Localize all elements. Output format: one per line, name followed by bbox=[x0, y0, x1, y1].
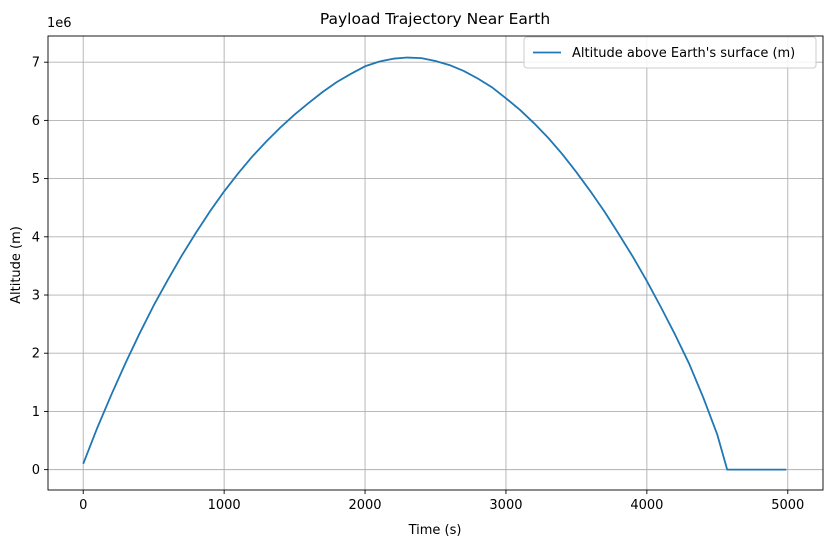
line-layer bbox=[82, 56, 787, 471]
chart-title: Payload Trajectory Near Earth bbox=[320, 10, 550, 28]
y-tick-label: 1 bbox=[32, 405, 40, 420]
x-tick-label: 2000 bbox=[348, 498, 381, 513]
altitude-series-line bbox=[82, 56, 787, 471]
y-axis-offset-label: 1e6 bbox=[47, 16, 72, 31]
plot-frame bbox=[47, 35, 824, 491]
y-axis-title: Altitude (m) bbox=[9, 226, 24, 304]
y-tick-label: 6 bbox=[32, 114, 40, 129]
tick-layer: 0 1000 2000 3000 4000 5000 0 1 2 3 4 5 6 7 bbox=[32, 56, 805, 513]
x-tick-label: 1000 bbox=[208, 498, 241, 513]
x-tick-label: 5000 bbox=[771, 498, 804, 513]
y-tick-label: 5 bbox=[32, 172, 40, 187]
x-tick-label: 3000 bbox=[489, 498, 522, 513]
legend-label: Altitude above Earth's surface (m) bbox=[572, 46, 795, 61]
y-tick-label: 3 bbox=[32, 289, 40, 304]
y-tick-label: 7 bbox=[32, 56, 40, 71]
y-tick-label: 0 bbox=[32, 463, 40, 478]
x-axis-title: Time (s) bbox=[408, 523, 462, 538]
x-tick-label: 0 bbox=[79, 498, 87, 513]
legend-box bbox=[523, 36, 817, 69]
y-tick-label: 4 bbox=[32, 230, 40, 245]
y-tick-label: 2 bbox=[32, 347, 40, 362]
x-tick-label: 4000 bbox=[630, 498, 663, 513]
legend: Altitude above Earth's surface (m) bbox=[523, 36, 817, 69]
